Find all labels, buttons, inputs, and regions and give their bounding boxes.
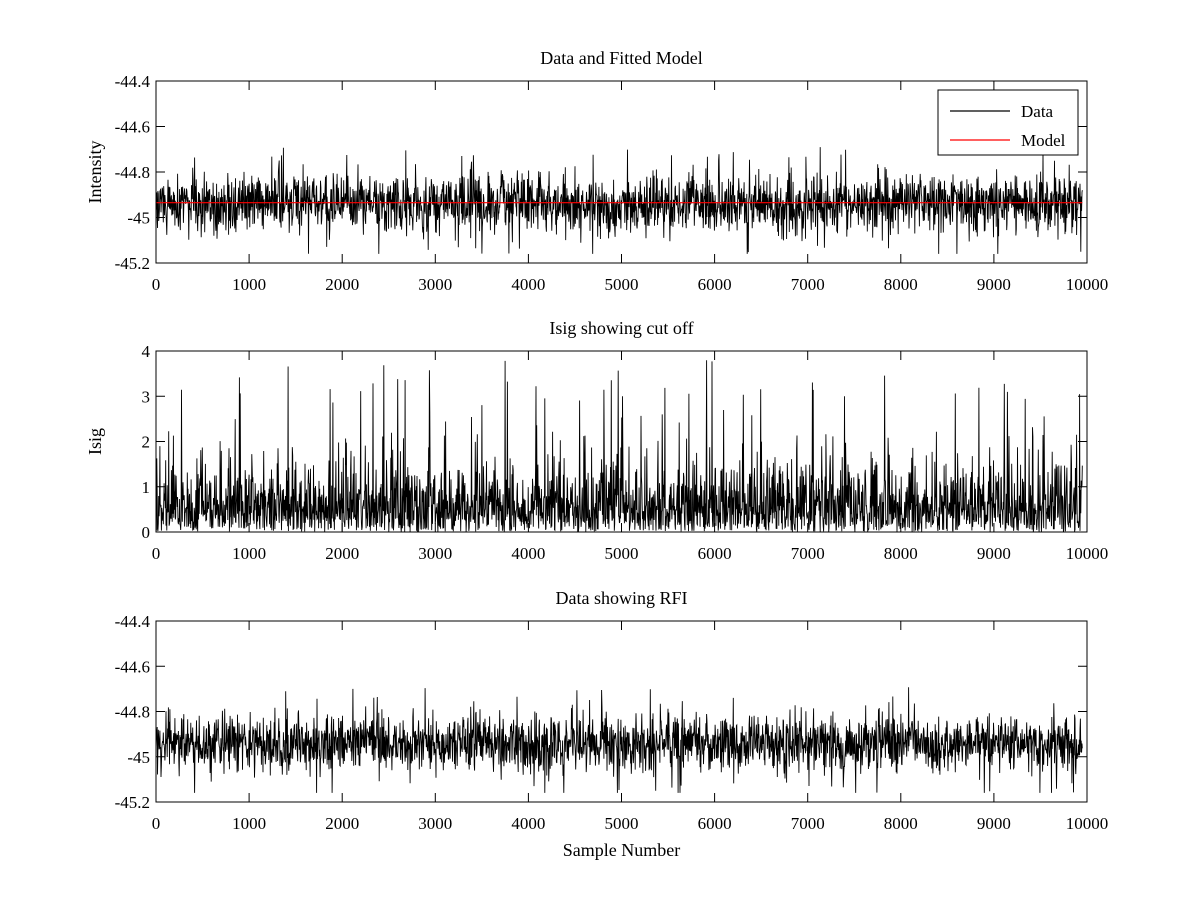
- x-tick-label: 7000: [791, 275, 825, 294]
- x-tick-label: 0: [152, 544, 161, 563]
- x-tick-label: 9000: [977, 814, 1011, 833]
- plot-area: [156, 81, 1087, 263]
- chart-title: Data showing RFI: [556, 588, 688, 608]
- legend-box: [937, 89, 1079, 156]
- chart-panel-3: 0 1000 2000 3000 4000 5000 6000 7000 8000 9000 100…: [115, 588, 1109, 860]
- x-tick-label: 1000: [232, 814, 266, 833]
- x-tick-label: 4000: [511, 814, 545, 833]
- chart-title: Isig showing cut off: [549, 318, 693, 338]
- y-tick-label: -45: [127, 748, 150, 767]
- y-tick-label: 3: [142, 387, 151, 406]
- chart-panel-1: 0 1000 2000 3000 4000 5000 6000 7000 8000 9000 100…: [85, 48, 1108, 294]
- x-tick-label: 0: [152, 275, 161, 294]
- x-tick-label: 0: [152, 814, 161, 833]
- x-tick-label: 8000: [884, 544, 918, 563]
- y-axis-label: Intensity: [85, 141, 105, 204]
- x-tick-label: 1000: [232, 275, 266, 294]
- x-tick-label: 10000: [1066, 814, 1109, 833]
- legend-label-data: Data: [1021, 102, 1054, 121]
- x-tick-label: 3000: [418, 275, 452, 294]
- x-tick-label: 1000: [232, 544, 266, 563]
- series-line-data: [155, 147, 1083, 254]
- y-tick-label: -44.6: [115, 118, 150, 137]
- x-tick-label: 5000: [605, 814, 639, 833]
- y-tick-label: -44.6: [115, 657, 150, 676]
- x-tick-label: 6000: [698, 814, 732, 833]
- y-tick-label: -45.2: [115, 793, 150, 812]
- y-tick-label: -44.4: [115, 612, 151, 631]
- x-tick-label: 8000: [884, 814, 918, 833]
- legend-label-model: Model: [1021, 131, 1066, 150]
- series-line-data: [155, 360, 1083, 533]
- x-tick-label: 7000: [791, 814, 825, 833]
- x-tick-label: 4000: [511, 544, 545, 563]
- x-axis-label: Sample Number: [563, 840, 680, 860]
- x-tick-label: 6000: [698, 544, 732, 563]
- x-tick-label: 9000: [977, 275, 1011, 294]
- y-tick-label: 0: [142, 523, 151, 542]
- x-tick-label: 10000: [1066, 275, 1109, 294]
- y-tick-label: 1: [142, 478, 151, 497]
- y-tick-label: -44.8: [115, 163, 150, 182]
- x-tick-label: 10000: [1066, 544, 1109, 563]
- y-axis-label: Isig: [85, 428, 105, 455]
- x-tick-label: 2000: [325, 544, 359, 563]
- x-tick-label: 4000: [511, 275, 545, 294]
- x-tick-label: 2000: [325, 275, 359, 294]
- series-line-data: [155, 687, 1083, 793]
- y-tick-label: -44.4: [115, 72, 151, 91]
- y-tick-label: -45.2: [115, 254, 150, 273]
- x-tick-label: 3000: [418, 544, 452, 563]
- y-tick-label: -45: [127, 209, 150, 228]
- chart-title: Data and Fitted Model: [540, 48, 702, 68]
- x-tick-label: 6000: [698, 275, 732, 294]
- x-tick-label: 5000: [605, 275, 639, 294]
- y-tick-label: -44.8: [115, 703, 150, 722]
- y-tick-label: 2: [142, 433, 151, 452]
- x-tick-label: 3000: [418, 814, 452, 833]
- chart-panel-2: 0 1000 2000 3000 4000 5000 6000 7000 8000 9000 100…: [85, 318, 1108, 563]
- x-tick-label: 2000: [325, 814, 359, 833]
- plot-area: [156, 621, 1087, 802]
- y-tick-label: 4: [142, 342, 151, 361]
- x-tick-label: 7000: [791, 544, 825, 563]
- legend: Data Model: [937, 89, 1079, 156]
- x-tick-label: 9000: [977, 544, 1011, 563]
- x-tick-label: 8000: [884, 275, 918, 294]
- x-tick-label: 5000: [605, 544, 639, 563]
